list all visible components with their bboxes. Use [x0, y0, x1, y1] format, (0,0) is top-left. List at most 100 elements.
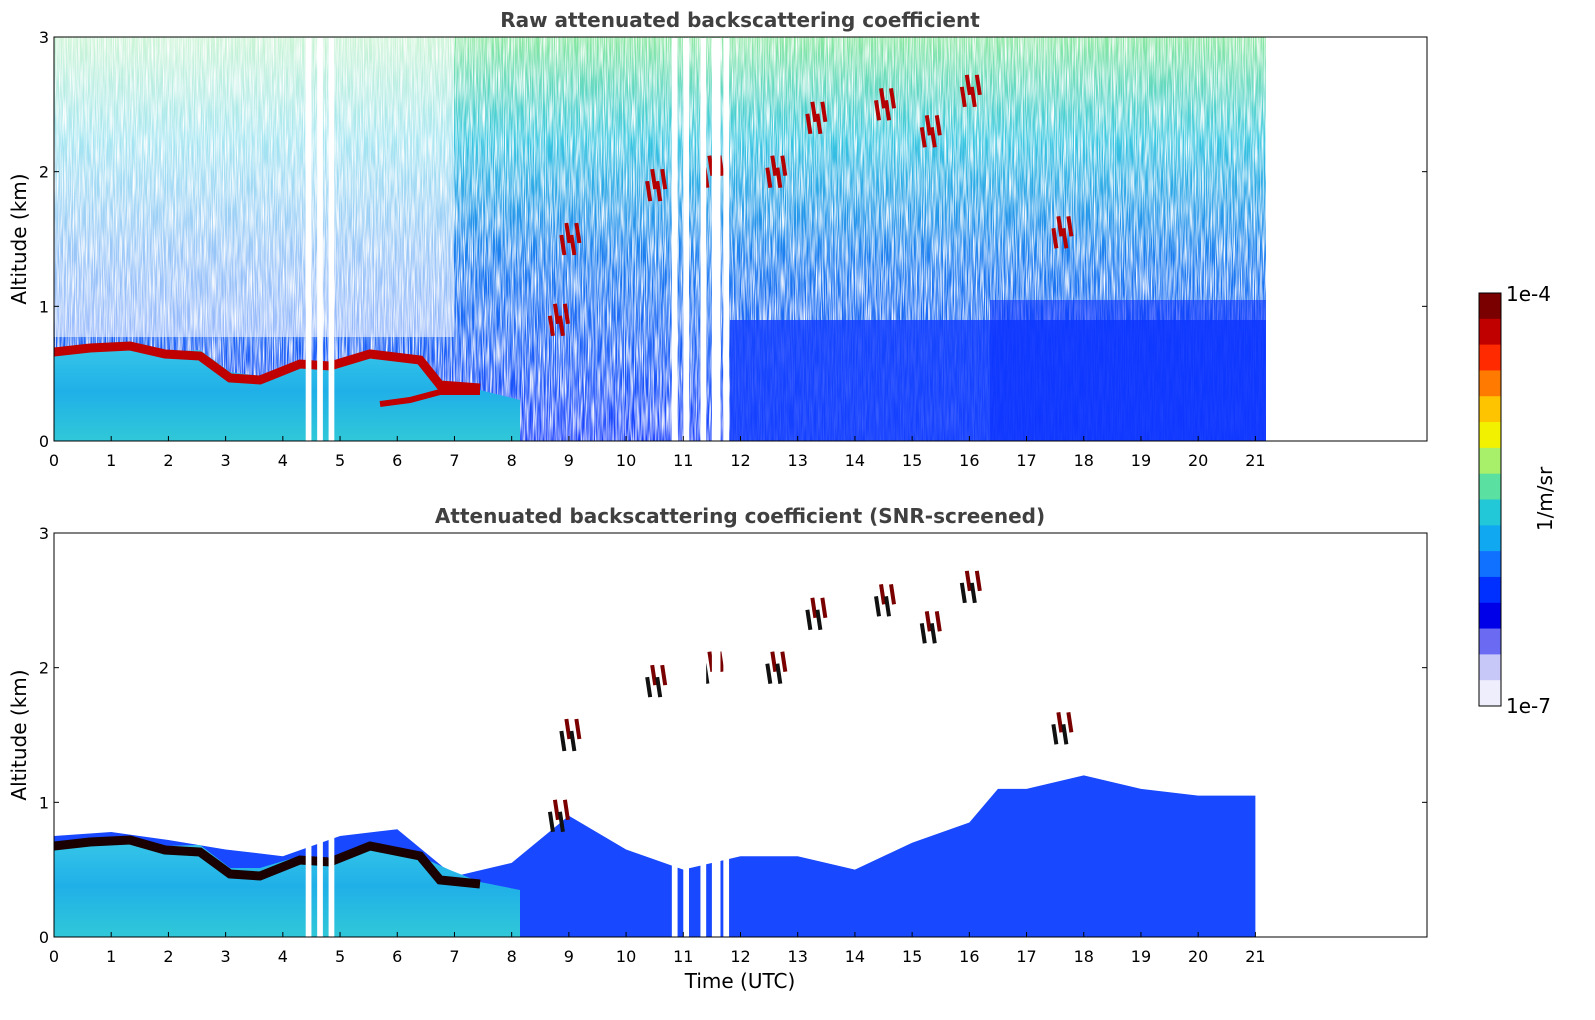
cloud-streak [805, 609, 813, 631]
cloud-streak [660, 664, 668, 686]
x-tick-label: 8 [507, 451, 517, 470]
cloud-streak [655, 676, 663, 698]
x-tick-label: 7 [449, 947, 459, 966]
y-tick-label: 1 [39, 297, 49, 316]
cloud-streak [934, 114, 942, 136]
cloud-streak [1056, 711, 1064, 733]
x-tick-label: 12 [730, 451, 750, 470]
cloud-streak [1061, 723, 1069, 745]
x-tick-label: 13 [788, 947, 808, 966]
screened-x-axis: 0 1 2 3 4 5 6 7 8 9 10 11 12 13 14 15 16 17 18 19 20 21 [49, 932, 1266, 966]
raw-y-axis: 0 1 2 3 [39, 28, 1427, 451]
cloud-streak [775, 167, 783, 188]
cloud-streak [919, 622, 927, 644]
cloud-streak [959, 86, 967, 108]
x-tick-label: 1 [106, 947, 116, 966]
raw-boundary-layer-top [54, 341, 481, 393]
cloud-streak [810, 101, 818, 123]
cloud-streak [650, 168, 658, 190]
cloud-streak [574, 718, 582, 740]
cloud-streak [650, 664, 658, 686]
x-tick-label: 6 [392, 451, 402, 470]
data-gap [711, 534, 721, 937]
panel-screened-title: Attenuated backscattering coefficient (S… [435, 504, 1045, 528]
colorbar-swatch [1479, 628, 1501, 655]
x-tick-label: 4 [278, 947, 288, 966]
x-tick-label: 21 [1245, 947, 1265, 966]
y-tick-label: 2 [39, 659, 49, 678]
panel-raw-ylabel: Altitude (km) [7, 173, 31, 304]
x-tick-label: 17 [1016, 947, 1036, 966]
raw-blue-lower-right [990, 300, 1266, 441]
cloud-streak [815, 609, 823, 631]
data-gap [711, 38, 721, 441]
x-tick-label: 3 [221, 947, 231, 966]
screened-clouds [547, 570, 1074, 833]
cloud-streak [564, 222, 572, 244]
y-tick-label: 3 [39, 28, 49, 47]
raw-gaps [305, 38, 730, 441]
cloud-streak [815, 113, 823, 135]
colorbar-swatch [1479, 370, 1501, 397]
x-tick-label: 13 [788, 451, 808, 470]
x-tick-label: 14 [845, 451, 865, 470]
data-gap [683, 38, 690, 441]
x-tick-label: 21 [1245, 451, 1265, 470]
x-tick-label: 3 [221, 451, 231, 470]
cloud-streak [874, 100, 881, 121]
cloud-streak [562, 799, 570, 821]
raw-boundary-layer [54, 342, 520, 441]
cloud-streak [820, 597, 828, 619]
colorbar-top-label: 1e-4 [1506, 282, 1551, 306]
screened-gaps [305, 534, 730, 937]
cloud-streak [775, 663, 783, 684]
cloud-streak [879, 88, 886, 109]
cloud-streak [889, 584, 896, 605]
colorbar-swatch [1479, 473, 1501, 500]
cloud-streak [552, 303, 560, 325]
x-tick-label: 5 [335, 947, 345, 966]
cloud-streak [974, 570, 982, 592]
colorbar: 1e-4 1e-7 1/m/sr [1478, 282, 1557, 718]
data-gap [305, 534, 312, 937]
data-gap [700, 534, 707, 937]
cloud-streak [1061, 227, 1069, 249]
colorbar-swatch [1479, 447, 1501, 475]
colorbar-swatches [1479, 293, 1501, 707]
y-tick-label: 0 [39, 432, 49, 451]
cloud-streak [805, 113, 813, 135]
y-tick-label: 1 [39, 793, 49, 812]
x-tick-label: 9 [564, 947, 574, 966]
cloud-streak [562, 303, 570, 325]
panel-raw-title: Raw attenuated backscattering coefficien… [500, 8, 980, 32]
colorbar-swatch [1479, 576, 1501, 604]
x-tick-label: 10 [616, 947, 636, 966]
x-tick-label: 11 [673, 451, 693, 470]
colorbar-swatch [1479, 396, 1501, 423]
x-tick-label: 4 [278, 451, 288, 470]
colorbar-swatch [1479, 654, 1501, 681]
colorbar-swatch [1479, 499, 1501, 526]
cloud-streak [569, 234, 577, 256]
x-tick-label: 5 [335, 451, 345, 470]
cloud-streak [660, 168, 668, 190]
cloud-streak [964, 570, 972, 592]
x-tick-label: 8 [507, 947, 517, 966]
cloud-streak [574, 222, 582, 244]
cloud-streak [645, 676, 653, 698]
x-tick-label: 20 [1188, 451, 1208, 470]
x-tick-label: 2 [163, 947, 173, 966]
colorbar-swatch [1479, 680, 1501, 707]
x-tick-label: 6 [392, 947, 402, 966]
cloud-streak [559, 234, 567, 256]
screened-boundary-layer-top [54, 835, 481, 889]
x-tick-label: 16 [959, 947, 979, 966]
cloud-streak [569, 730, 577, 752]
cloud-streak [884, 596, 891, 617]
colorbar-swatch [1479, 318, 1501, 346]
x-tick-label: 2 [163, 451, 173, 470]
raw-x-axis: 0 1 2 3 4 5 6 7 8 9 10 11 12 13 14 15 16 17 18 19 20 21 [49, 436, 1266, 470]
panel-raw: Raw attenuated backscattering coefficien… [7, 8, 1428, 470]
colorbar-swatch [1479, 525, 1501, 552]
